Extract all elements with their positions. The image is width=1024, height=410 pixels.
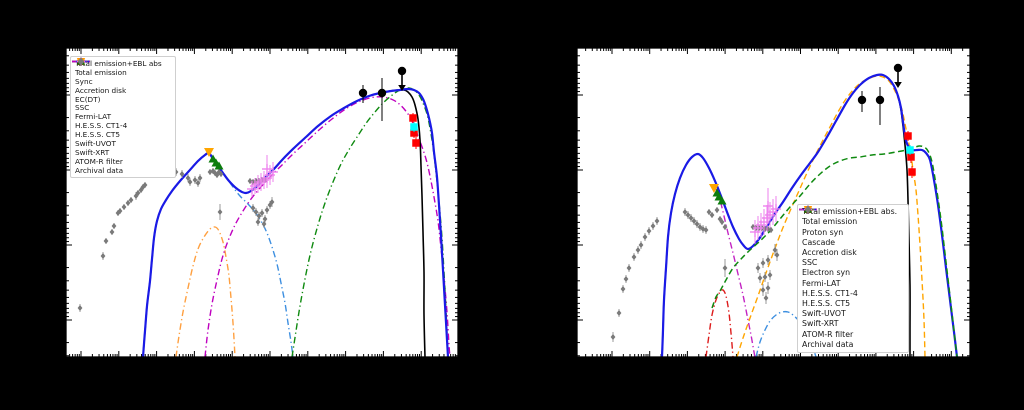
markers-swift-uvot bbox=[208, 154, 224, 170]
legend-entry-label: Total emission bbox=[802, 217, 858, 227]
axes-frame bbox=[65, 47, 459, 358]
legend-entry: Total emission bbox=[72, 60, 171, 77]
legend-entry-label: Sync bbox=[75, 76, 93, 86]
markers-archival-data bbox=[610, 207, 780, 342]
markers-h-e-s-s-ct1-4 bbox=[410, 122, 418, 132]
legend-entry: Total emission bbox=[799, 208, 904, 227]
series-ssc bbox=[204, 96, 451, 357]
series-accretion-disk bbox=[175, 226, 236, 357]
legend-entry-label: H.E.S.S. CT5 bbox=[802, 299, 851, 309]
legend-entry: H.E.S.S. CT1-4 bbox=[802, 206, 904, 298]
legend-entry: ATOM-R filter bbox=[802, 206, 904, 339]
series-electron-syn bbox=[715, 188, 756, 357]
legend-entry: Swift-XRT bbox=[802, 205, 904, 329]
legend-entry-label: H.E.S.S. CT1-4 bbox=[75, 121, 128, 131]
legend-entry: Fermi-LAT bbox=[802, 205, 904, 288]
legend-entry-label: Archival data bbox=[75, 165, 124, 175]
legend-entry: Swift-UVOT bbox=[75, 57, 171, 149]
legend-entry: Cascade bbox=[799, 208, 904, 247]
legend-entry: Archival data bbox=[802, 205, 904, 349]
legend-entry-label: SSC bbox=[75, 103, 90, 113]
legend-entry: Accretion disk bbox=[72, 60, 171, 95]
markers-atom-r-filter bbox=[709, 184, 719, 193]
upper-limit-marker bbox=[397, 66, 407, 91]
legend-entry: H.E.S.S. CT5 bbox=[802, 206, 904, 309]
legend-entry: Proton syn bbox=[799, 208, 904, 237]
legend-entry: ATOM-R filter bbox=[75, 58, 171, 166]
upper-limit-marker bbox=[893, 63, 903, 88]
legend-entry: H.E.S.S. CT1-4 bbox=[75, 58, 171, 131]
legend-entry-label: SSC bbox=[802, 258, 818, 268]
legend-entry: Swift-XRT bbox=[75, 57, 171, 158]
legend-entry: Swift-UVOT bbox=[802, 205, 904, 319]
markers-swift-xrt bbox=[247, 155, 278, 197]
legend-entry-label: Electron syn bbox=[802, 268, 851, 278]
diamond-icon bbox=[804, 205, 812, 214]
markers-atom-r-filter bbox=[204, 148, 214, 157]
legend-entry-label: Total emission+EBL abs. bbox=[802, 207, 898, 217]
curves bbox=[660, 73, 959, 357]
markers-h-e-s-s-ct5 bbox=[409, 113, 420, 149]
markers-swift-xrt bbox=[750, 188, 781, 244]
legend-entry: Fermi-LAT bbox=[75, 57, 171, 122]
legend-left-panel: Total emission+EBL abs Total emission Sync… bbox=[70, 56, 176, 178]
legend-entry-label: EC(DT) bbox=[75, 94, 101, 104]
legend-entry-label: Swift-UVOT bbox=[75, 139, 116, 149]
legend-entry-label: H.E.S.S. CT5 bbox=[75, 130, 121, 140]
legend-entry-label: Swift-UVOT bbox=[802, 309, 846, 319]
legend-entry-label: Accretion disk bbox=[802, 248, 857, 258]
legend-entry: Archival data bbox=[75, 57, 171, 175]
legend-entry: Sync bbox=[72, 60, 171, 86]
panel-right-panel bbox=[576, 47, 971, 358]
markers-archival-data bbox=[77, 164, 275, 312]
legend-entry-label: Accretion disk bbox=[75, 85, 127, 95]
legend-entry: SSC bbox=[72, 60, 171, 113]
markers-swift-uvot bbox=[712, 188, 727, 205]
legend-entry: Accretion disk bbox=[799, 208, 904, 258]
legend-entry: H.E.S.S. CT5 bbox=[75, 58, 171, 140]
legend-entry: SSC bbox=[799, 208, 904, 268]
legend-entry-label: Archival data bbox=[802, 339, 854, 349]
legend-entry-label: ATOM-R filter bbox=[802, 329, 854, 339]
markers-fermi-lat bbox=[358, 78, 387, 121]
series-total-emission bbox=[660, 73, 959, 357]
legend-right-panel: Total emission+EBL abs. Total emission Pro… bbox=[797, 204, 909, 353]
series-accretion-disk bbox=[705, 289, 734, 357]
legend-entry-label: Total emission bbox=[75, 67, 127, 77]
legend-entry-label: Total emission+EBL abs bbox=[75, 58, 162, 68]
markers-h-e-s-s-ct1-4 bbox=[906, 145, 914, 155]
legend-entry-label: Cascade bbox=[802, 237, 836, 247]
legend-entry-label: Fermi-LAT bbox=[75, 112, 112, 122]
legend-entry: EC(DT) bbox=[72, 60, 171, 104]
series-cascade bbox=[711, 145, 958, 357]
legend-entry-label: ATOM-R filter bbox=[75, 156, 123, 166]
legend-entry-label: Proton syn bbox=[802, 227, 844, 237]
legend-entry: Electron syn bbox=[799, 208, 904, 278]
legend-entry-label: H.E.S.S. CT1-4 bbox=[802, 288, 858, 298]
axes-frame bbox=[576, 47, 971, 358]
series-total-emission bbox=[141, 87, 450, 357]
legend-entry-label: Swift-XRT bbox=[75, 148, 110, 158]
legend-entry-label: Fermi-LAT bbox=[802, 278, 841, 288]
markers-h-e-s-s-ct5 bbox=[904, 131, 916, 178]
legend-entry-label: Swift-XRT bbox=[802, 319, 839, 329]
diamond-icon bbox=[77, 57, 85, 66]
markers-fermi-lat bbox=[857, 87, 885, 125]
